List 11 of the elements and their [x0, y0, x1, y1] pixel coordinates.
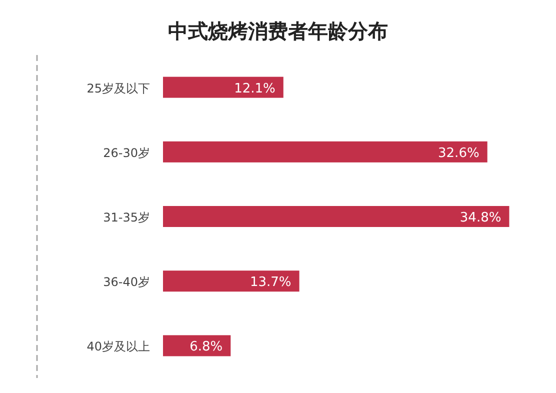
title: 中式烧烤消费者年龄分布 — [168, 19, 388, 43]
category-label: 25岁及以下 — [86, 81, 150, 96]
value-label: 13.7% — [250, 275, 292, 290]
category-label: 31-35岁 — [103, 210, 150, 224]
value-label: 12.1% — [234, 81, 276, 96]
value-label: 6.8% — [190, 340, 223, 355]
category-label: 36-40岁 — [103, 275, 150, 290]
value-label: 34.8% — [460, 210, 502, 226]
category-label: 40岁及以上 — [86, 340, 150, 354]
category-label: 26-30岁 — [103, 146, 150, 160]
value-label: 32.6% — [438, 146, 480, 161]
